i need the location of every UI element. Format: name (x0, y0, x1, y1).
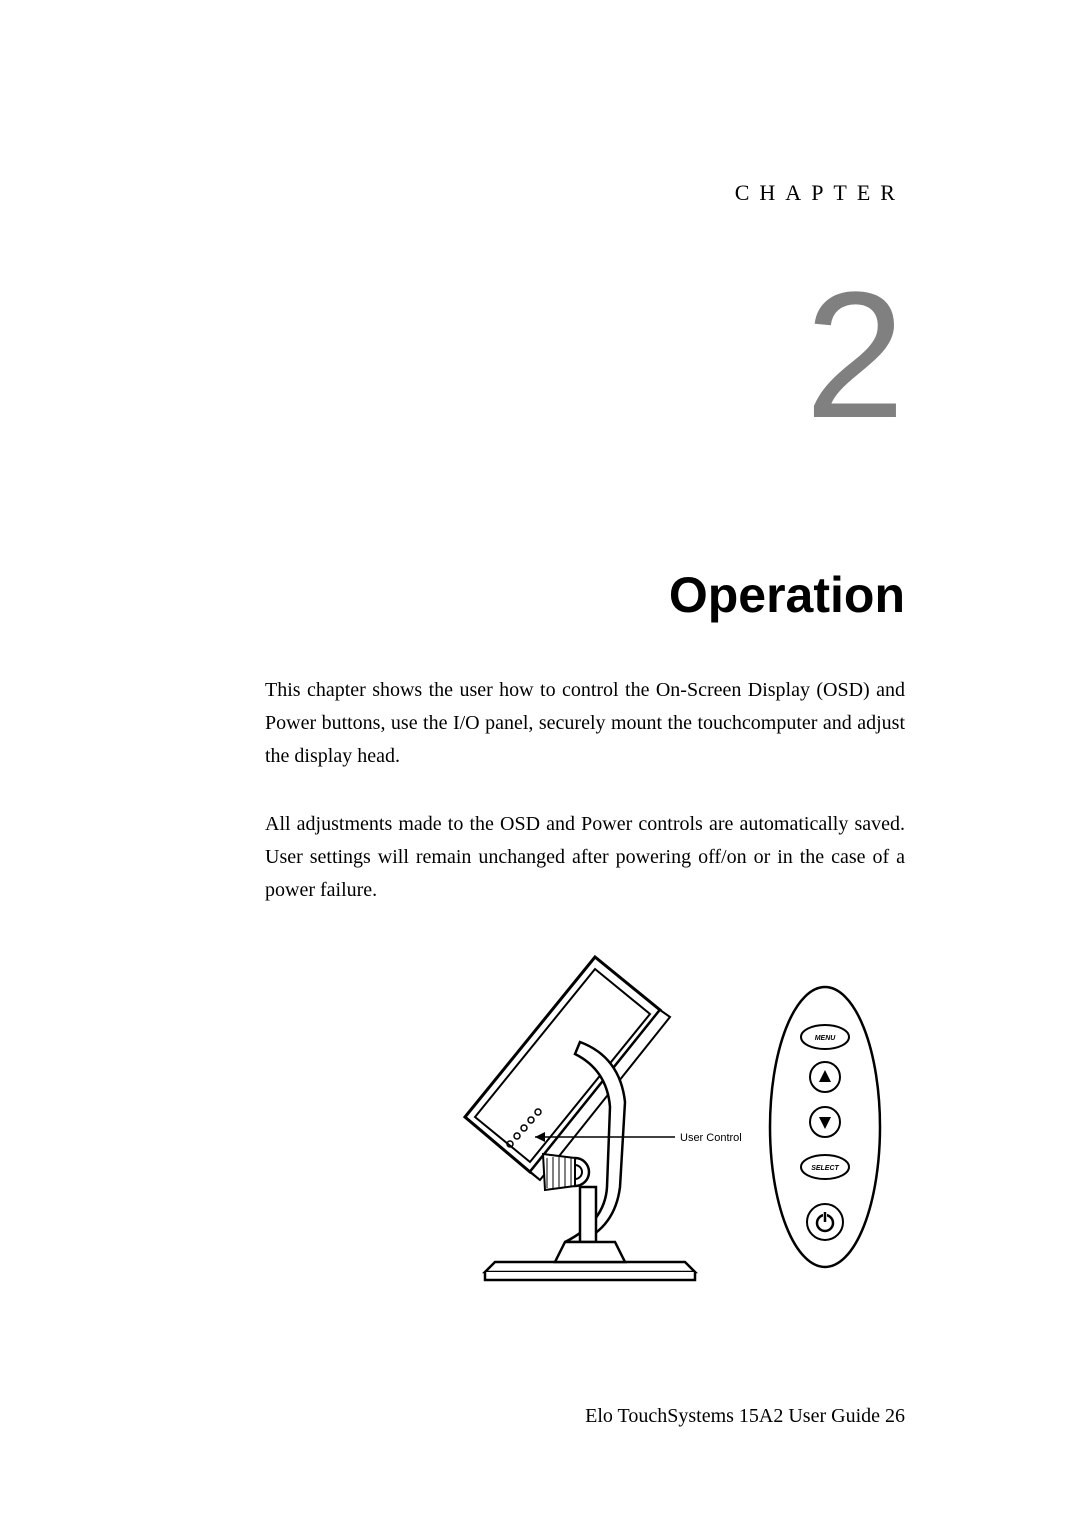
chapter-title: Operation (265, 566, 905, 624)
menu-button-label: MENU (815, 1035, 837, 1042)
chapter-label: CHAPTER (265, 180, 905, 206)
page: CHAPTER 2 Operation This chapter shows t… (0, 0, 1080, 1528)
chapter-number: 2 (265, 266, 905, 446)
user-control-label: User Control (680, 1132, 742, 1144)
page-footer: Elo TouchSystems 15A2 User Guide 26 (585, 1405, 905, 1428)
paragraph-2: All adjustments made to the OSD and Powe… (265, 808, 905, 907)
paragraph-1: This chapter shows the user how to contr… (265, 674, 905, 773)
select-button-label: SELECT (811, 1165, 839, 1172)
diagram-container: User Control MENU SELECT (265, 942, 905, 1302)
control-panel-icon: MENU SELECT (770, 987, 880, 1267)
touchcomputer-diagram: User Control MENU SELECT (425, 942, 905, 1302)
monitor-icon (465, 957, 670, 1180)
